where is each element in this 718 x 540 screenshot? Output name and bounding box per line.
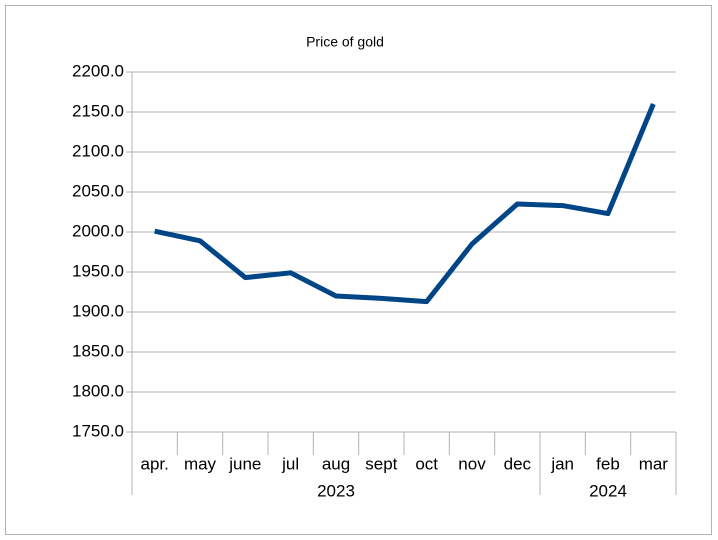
y-tick-label: 1900.0 [72, 301, 124, 320]
x-tick-label: sept [365, 454, 397, 473]
x-tick-label: jan [550, 454, 574, 473]
x-tick-label: mar [639, 454, 669, 473]
y-tick-label: 2100.0 [72, 141, 124, 160]
x-tick-label: oct [415, 454, 438, 473]
x-tick-label: may [184, 454, 217, 473]
x-tick-label: nov [458, 454, 486, 473]
x-tick-label: apr. [140, 454, 168, 473]
x-tick-label: jul [281, 454, 299, 473]
x-tick-label: dec [504, 454, 532, 473]
x-tick-label: feb [596, 454, 620, 473]
group-label: 2023 [317, 481, 355, 500]
x-tick-label: aug [322, 454, 350, 473]
data-line [154, 103, 656, 305]
y-tick-label: 1800.0 [72, 381, 124, 400]
y-tick-label: 1750.0 [72, 421, 124, 440]
group-label: 2024 [589, 481, 627, 500]
y-tick-label: 2050.0 [72, 181, 124, 200]
y-tick-label: 1850.0 [72, 341, 124, 360]
y-tick-label: 2200.0 [72, 61, 124, 80]
y-tick-label: 2150.0 [72, 101, 124, 120]
y-tick-label: 1950.0 [72, 261, 124, 280]
chart-title: Price of gold [306, 34, 384, 50]
y-tick-label: 2000.0 [72, 221, 124, 240]
x-tick-label: june [228, 454, 261, 473]
